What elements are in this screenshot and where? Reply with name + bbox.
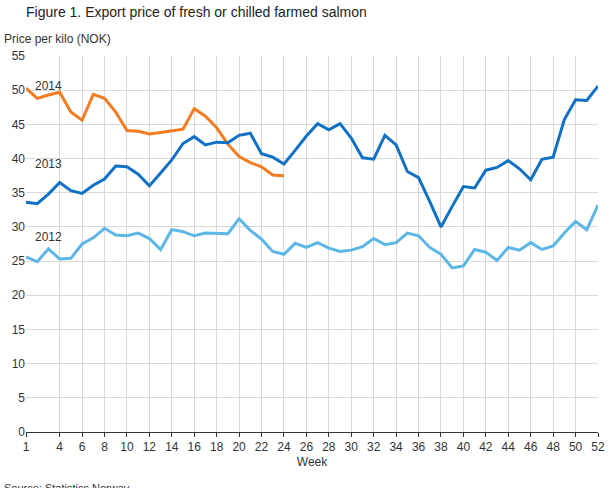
svg-text:26: 26 [300,440,314,454]
svg-text:30: 30 [345,440,359,454]
svg-text:28: 28 [322,440,336,454]
svg-text:48: 48 [546,440,560,454]
svg-text:30: 30 [12,220,26,234]
svg-text:6: 6 [79,440,86,454]
svg-text:22: 22 [255,440,269,454]
svg-text:52: 52 [591,440,605,454]
svg-text:4: 4 [56,440,63,454]
svg-text:50: 50 [12,83,26,97]
svg-text:8: 8 [101,440,108,454]
svg-text:0: 0 [18,425,25,439]
svg-text:14: 14 [165,440,179,454]
svg-text:36: 36 [412,440,426,454]
svg-text:15: 15 [12,323,26,337]
svg-text:24: 24 [277,440,291,454]
svg-text:42: 42 [479,440,493,454]
svg-text:Week: Week [297,455,328,469]
svg-text:46: 46 [524,440,538,454]
svg-text:25: 25 [12,254,26,268]
svg-text:2013: 2013 [35,157,62,171]
svg-text:40: 40 [12,152,26,166]
svg-text:16: 16 [188,440,202,454]
svg-text:45: 45 [12,118,26,132]
svg-text:34: 34 [389,440,403,454]
svg-text:44: 44 [502,440,516,454]
svg-text:50: 50 [569,440,583,454]
svg-text:20: 20 [232,440,246,454]
svg-text:Figure 1. Export price of fres: Figure 1. Export price of fresh or chill… [26,4,367,20]
svg-text:2014: 2014 [35,79,62,93]
svg-text:20: 20 [12,288,26,302]
svg-text:35: 35 [12,186,26,200]
svg-text:2012: 2012 [35,230,62,244]
svg-text:10: 10 [120,440,134,454]
svg-text:18: 18 [210,440,224,454]
svg-text:Price per kilo (NOK): Price per kilo (NOK) [4,32,111,46]
svg-text:1: 1 [23,440,30,454]
svg-text:32: 32 [367,440,381,454]
svg-text:Source: Statistics Norway.: Source: Statistics Norway. [4,482,132,488]
svg-text:12: 12 [143,440,157,454]
svg-text:10: 10 [12,357,26,371]
svg-text:38: 38 [434,440,448,454]
svg-text:55: 55 [12,49,26,63]
svg-text:40: 40 [457,440,471,454]
svg-text:5: 5 [18,391,25,405]
